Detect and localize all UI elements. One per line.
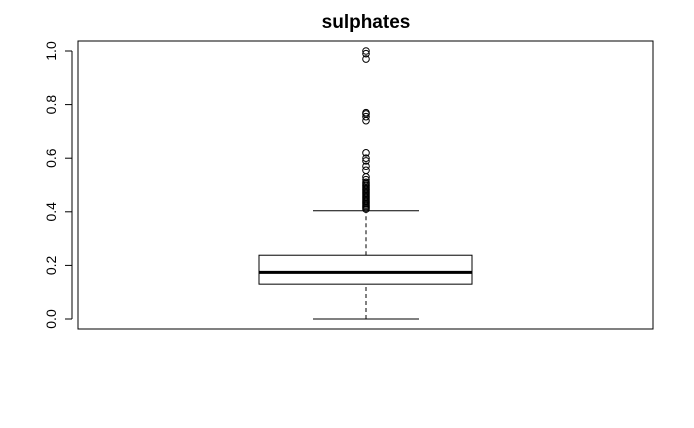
outlier-point — [362, 178, 370, 187]
y-axis: 0.0 0.2 0.4 0.6 0.8 1.0 — [43, 41, 73, 329]
plot-frame — [77, 40, 654, 330]
outlier-points — [362, 47, 370, 213]
box-plot — [258, 210, 473, 320]
outlier-point — [362, 157, 370, 165]
y-tick-label: 0.2 — [43, 255, 59, 275]
y-tick-label: 0.8 — [43, 95, 59, 115]
chart-title: sulphates — [322, 12, 411, 33]
y-tick-label: 0.0 — [43, 309, 59, 329]
outlier-point — [362, 55, 370, 63]
outlier-point — [362, 108, 370, 117]
outlier-point — [362, 49, 370, 58]
y-tick-label: 0.6 — [43, 148, 59, 168]
outlier-point — [362, 154, 370, 162]
outlier-point — [362, 47, 370, 55]
outlier-point — [362, 112, 370, 121]
outlier-point — [362, 175, 370, 184]
outlier-point — [362, 166, 370, 175]
y-tick-label: 0.4 — [43, 202, 59, 222]
outlier-point — [362, 149, 370, 157]
y-tick-label: 1.0 — [43, 41, 59, 61]
outlier-point — [362, 162, 370, 171]
interquartile-box — [258, 254, 473, 285]
